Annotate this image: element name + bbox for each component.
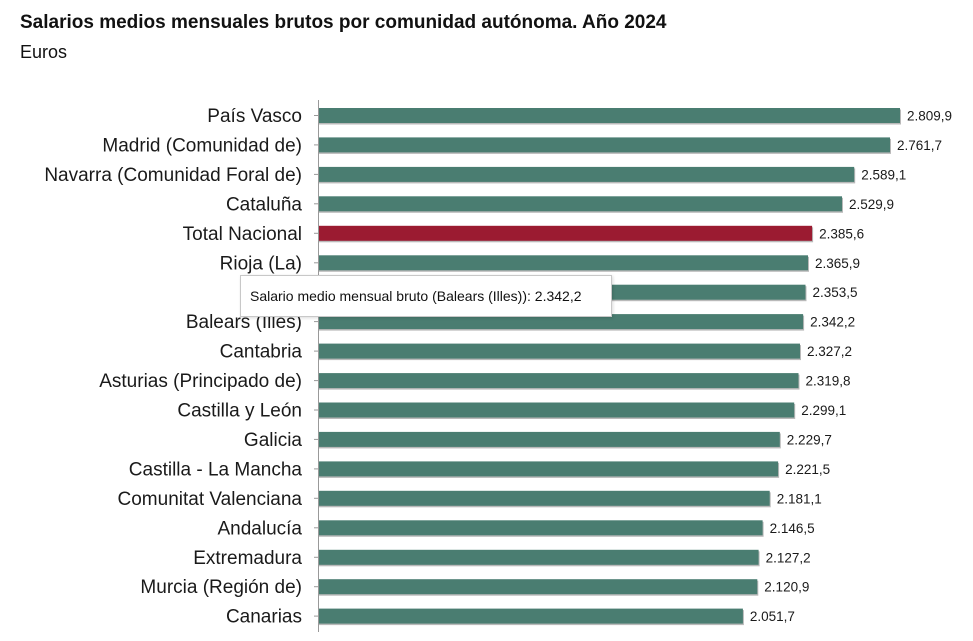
value-label: 2.589,1 — [861, 167, 906, 182]
value-label: 2.809,9 — [907, 109, 952, 124]
category-label: Murcia (Región de) — [140, 577, 302, 598]
value-label: 2.385,6 — [819, 226, 864, 241]
category-label: País Vasco — [207, 106, 302, 127]
category-label: Navarra (Comunidad Foral de) — [44, 165, 302, 186]
bar-8[interactable] — [318, 343, 800, 359]
value-label: 2.299,1 — [801, 403, 846, 418]
bar-10[interactable] — [318, 402, 795, 418]
bar-13[interactable] — [318, 490, 770, 506]
category-labels: País Vasco Madrid (Comunidad de) Navarra (… — [44, 106, 302, 628]
value-label: 2.221,5 — [785, 462, 830, 477]
value-label: 2.051,7 — [750, 609, 795, 624]
category-label: Canarias — [226, 607, 302, 628]
bar-2[interactable] — [318, 166, 855, 182]
bar-15[interactable] — [318, 549, 759, 565]
category-label: Total Nacional — [183, 224, 302, 245]
bar-16[interactable] — [318, 579, 758, 595]
bar-1[interactable] — [318, 137, 890, 153]
category-label: Cantabria — [220, 342, 303, 363]
category-label: Balears (Illes) — [186, 312, 302, 333]
category-label: Galicia — [244, 430, 303, 451]
value-label: 2.353,5 — [813, 285, 858, 300]
value-label: 2.319,8 — [806, 374, 851, 389]
value-label: 2.529,9 — [849, 197, 894, 212]
bar-0[interactable] — [318, 108, 900, 123]
category-label: Madrid (Comunidad de) — [102, 135, 302, 156]
bar-7[interactable] — [318, 314, 804, 330]
value-label: 2.120,9 — [764, 580, 809, 595]
value-label: 2.365,9 — [815, 256, 860, 271]
category-label: Rioja (La) — [220, 253, 302, 274]
value-label: 2.342,2 — [810, 315, 855, 330]
category-label: Comunitat Valenciana — [118, 489, 303, 510]
category-label: Castilla y León — [177, 401, 302, 422]
bar-17[interactable] — [318, 608, 743, 624]
bar-11[interactable] — [318, 431, 780, 447]
value-label: 2.181,1 — [777, 491, 822, 506]
value-label: 2.127,2 — [766, 550, 811, 565]
tooltip: Salario medio mensual bruto (Balears (Il… — [240, 275, 612, 317]
bar-14[interactable] — [318, 520, 763, 536]
category-label: Castilla - La Mancha — [129, 459, 303, 480]
value-labels: 2.809,9 2.761,7 2.589,1 2.529,9 2.385,6 2.365… — [750, 109, 952, 625]
category-label: Cataluña — [226, 194, 302, 215]
category-label: Andalucía — [217, 518, 302, 539]
chart-subtitle: Euros — [20, 42, 68, 62]
bar-12[interactable] — [318, 461, 779, 477]
value-label: 2.327,2 — [807, 344, 852, 359]
y-axis-ticks — [314, 115, 318, 617]
category-label: Asturias (Principado de) — [99, 371, 302, 392]
value-label: 2.146,5 — [770, 521, 815, 536]
bar-3[interactable] — [318, 196, 842, 212]
chart-title: Salarios medios mensuales brutos por com… — [20, 12, 667, 33]
value-label: 2.229,7 — [787, 432, 832, 447]
category-label: Extremadura — [193, 548, 302, 569]
value-label: 2.761,7 — [897, 138, 942, 153]
bar-5[interactable] — [318, 255, 808, 271]
bar-9[interactable] — [318, 373, 799, 389]
bar-4[interactable] — [318, 225, 813, 241]
bars-layer — [318, 108, 901, 626]
